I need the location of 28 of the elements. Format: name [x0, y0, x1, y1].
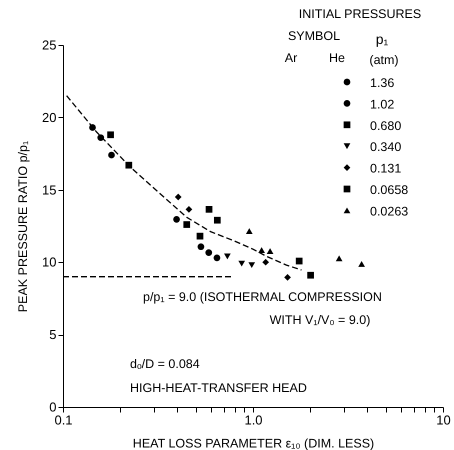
- legend-label: 0.0263: [370, 204, 408, 218]
- annotation: (atm): [369, 53, 399, 67]
- y-tick-label: 5: [49, 327, 56, 342]
- x-axis-title: HEAT LOSS PARAMETER ε₁₀ (DIM. LESS): [132, 436, 374, 450]
- legend-label: 1.36: [370, 76, 394, 90]
- legend-label: 0.131: [370, 162, 402, 176]
- annotation: Ar: [284, 51, 298, 65]
- y-tick-label: 0: [49, 400, 56, 414]
- y-tick-label: 10: [42, 254, 56, 270]
- legend-label: 0.340: [370, 140, 402, 154]
- legend-label: 0.680: [370, 118, 402, 133]
- x-tick-label: 0.1: [54, 412, 73, 428]
- annotation: He: [329, 51, 346, 65]
- annotation: p₁: [376, 31, 389, 47]
- legend-label: 1.02: [370, 97, 394, 112]
- y-tick-label: 15: [42, 182, 56, 198]
- y-tick-label: 20: [42, 110, 56, 125]
- y-axis-title: PEAK PRESSURE RATIO p/p₁: [16, 140, 30, 312]
- y-tick-label: 25: [42, 38, 56, 52]
- legend-label: 0.0658: [370, 183, 408, 197]
- annotation: dₒ/D = 0.084: [130, 357, 200, 371]
- annotation: HIGH-HEAT-TRANSFER HEAD: [130, 381, 307, 395]
- annotation: p/p₁ = 9.0 (ISOTHERMAL COMPRESSION: [143, 290, 382, 304]
- legend-title: INITIAL PRESSURES: [298, 7, 422, 21]
- x-tick-label: 10: [436, 412, 451, 428]
- text: SYMBOL: [288, 29, 340, 43]
- x-tick-label: 1.0: [244, 412, 263, 428]
- annotation: WITH V₁/V₀ = 9.0): [270, 313, 370, 327]
